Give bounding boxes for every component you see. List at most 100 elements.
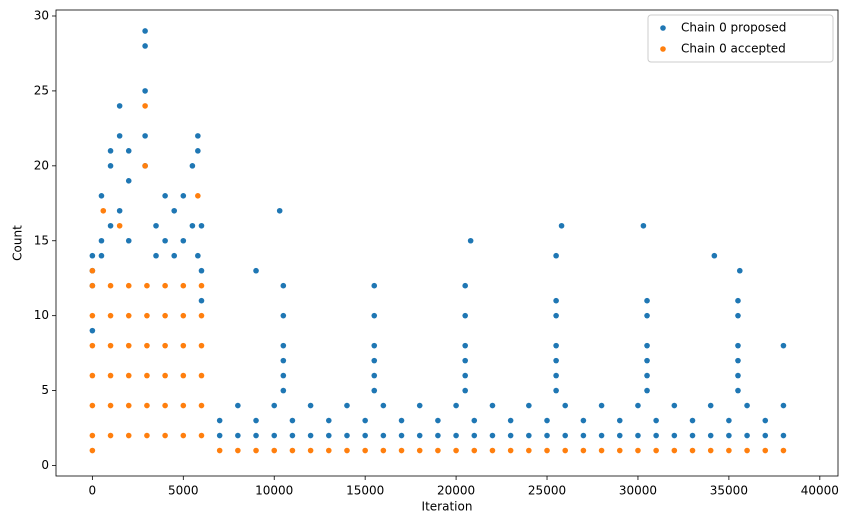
point <box>616 432 623 439</box>
point <box>100 207 107 214</box>
point <box>380 402 387 409</box>
legend-marker <box>660 46 666 52</box>
point <box>107 372 114 379</box>
point <box>253 417 259 424</box>
point <box>307 447 314 454</box>
point <box>416 447 423 454</box>
point <box>89 372 96 379</box>
point <box>453 432 459 439</box>
point <box>780 447 787 454</box>
point <box>142 43 148 49</box>
point <box>635 447 641 454</box>
point <box>344 402 350 409</box>
point <box>507 417 514 424</box>
point <box>562 447 569 454</box>
point <box>526 432 532 439</box>
point <box>653 417 659 424</box>
point <box>644 387 650 394</box>
point <box>558 222 565 229</box>
x-tick-label: 0 <box>89 484 97 498</box>
x-tick-label: 30000 <box>619 484 657 498</box>
point <box>362 432 368 439</box>
point <box>735 387 741 394</box>
point <box>489 447 496 454</box>
point <box>89 342 96 349</box>
point <box>144 432 150 439</box>
point <box>125 148 132 154</box>
point <box>671 432 678 439</box>
point <box>142 28 148 34</box>
point <box>562 402 569 409</box>
point <box>362 417 368 424</box>
point <box>107 222 114 229</box>
point <box>89 312 96 319</box>
point <box>598 447 605 454</box>
y-tick-label: 10 <box>34 308 49 322</box>
point <box>116 133 123 139</box>
x-tick-label: 35000 <box>710 484 748 498</box>
point <box>544 432 550 439</box>
point <box>180 432 187 439</box>
point <box>462 342 468 349</box>
point <box>195 193 201 199</box>
point <box>198 432 205 439</box>
point <box>671 402 678 409</box>
point <box>107 342 114 349</box>
point <box>142 103 148 109</box>
point <box>398 432 405 439</box>
point <box>116 103 123 109</box>
point <box>253 267 259 274</box>
y-tick-label: 20 <box>34 158 49 172</box>
point <box>89 327 96 334</box>
point <box>416 432 423 439</box>
point <box>507 432 514 439</box>
point <box>235 447 241 454</box>
point <box>380 447 387 454</box>
point <box>198 222 205 229</box>
point <box>307 432 314 439</box>
point <box>171 252 178 259</box>
point <box>644 342 650 349</box>
point <box>380 432 387 439</box>
point <box>735 342 741 349</box>
point <box>462 357 468 364</box>
point <box>280 342 287 349</box>
point <box>325 432 332 439</box>
point <box>107 163 114 169</box>
point <box>435 417 441 424</box>
point <box>371 342 378 349</box>
x-tick-label: 20000 <box>437 484 475 498</box>
point <box>180 312 187 319</box>
point <box>125 342 132 349</box>
point <box>89 402 96 409</box>
point <box>171 207 178 214</box>
point <box>162 282 168 289</box>
point <box>711 252 718 259</box>
point <box>580 417 587 424</box>
x-tick-label: 5000 <box>168 484 199 498</box>
y-tick-label: 0 <box>41 458 49 472</box>
point <box>644 312 650 319</box>
point <box>98 237 105 244</box>
point <box>180 237 187 244</box>
point <box>198 372 205 379</box>
point <box>780 402 787 409</box>
point <box>562 432 569 439</box>
point <box>553 387 559 394</box>
point <box>471 417 478 424</box>
point <box>307 402 314 409</box>
point <box>216 447 223 454</box>
point <box>653 432 659 439</box>
point <box>726 447 732 454</box>
point <box>462 387 468 394</box>
point <box>762 417 769 424</box>
x-axis-label: Iteration <box>422 500 473 514</box>
point <box>125 237 132 244</box>
point <box>644 372 650 379</box>
point <box>362 447 368 454</box>
point <box>471 432 478 439</box>
point <box>144 372 150 379</box>
point <box>553 357 559 364</box>
point <box>735 372 741 379</box>
point <box>235 432 241 439</box>
